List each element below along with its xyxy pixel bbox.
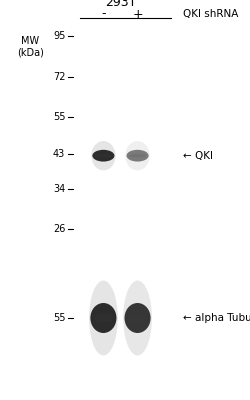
Text: 55: 55 [52, 112, 65, 122]
Text: 95: 95 [53, 31, 65, 41]
Text: 26: 26 [53, 224, 65, 234]
Text: -: - [101, 8, 105, 20]
Ellipse shape [93, 314, 113, 322]
Ellipse shape [89, 280, 117, 356]
Text: 34: 34 [53, 184, 65, 194]
Ellipse shape [95, 154, 111, 158]
Text: ← QKI: ← QKI [182, 151, 212, 161]
Ellipse shape [91, 141, 115, 170]
Ellipse shape [123, 280, 151, 356]
Text: 72: 72 [52, 72, 65, 82]
Ellipse shape [129, 154, 145, 158]
Ellipse shape [92, 150, 114, 162]
Text: 293T: 293T [104, 0, 136, 9]
Text: QKI shRNA: QKI shRNA [182, 9, 238, 19]
Text: +: + [132, 8, 142, 20]
Text: 43: 43 [53, 149, 65, 159]
Ellipse shape [90, 303, 116, 333]
Ellipse shape [124, 303, 150, 333]
Ellipse shape [125, 141, 149, 170]
Text: MW
(kDa): MW (kDa) [16, 36, 44, 58]
Text: ← alpha Tubulin: ← alpha Tubulin [182, 313, 250, 323]
Ellipse shape [126, 150, 148, 162]
Text: 55: 55 [52, 313, 65, 323]
Ellipse shape [127, 314, 147, 322]
